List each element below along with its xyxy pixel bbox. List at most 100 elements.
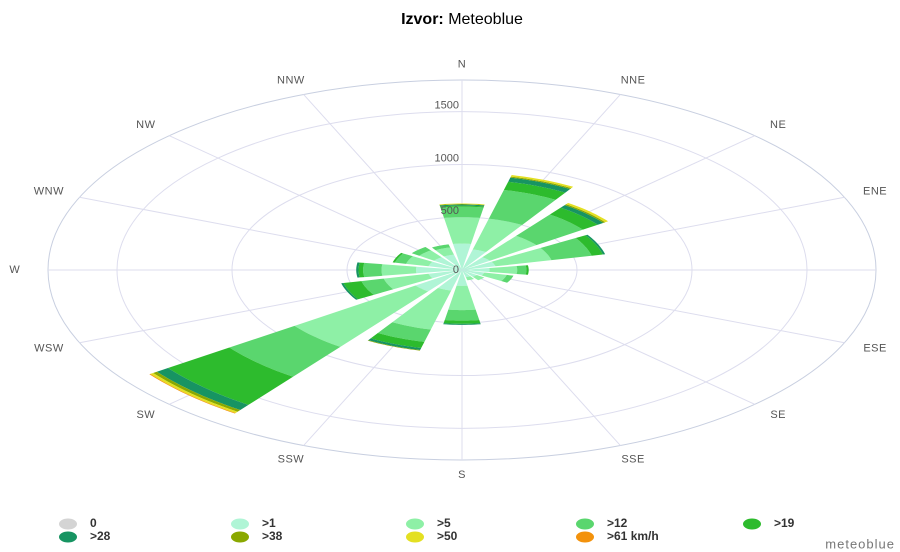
- wind-sector: [564, 204, 606, 223]
- legend-label: >12: [607, 516, 628, 530]
- wind-sector: [488, 189, 556, 225]
- wind-sector: [150, 372, 238, 414]
- title-text: Meteoblue: [448, 11, 523, 28]
- wind-sector: [472, 218, 523, 252]
- direction-label: SSE: [621, 453, 645, 465]
- direction-label: SSW: [278, 453, 305, 465]
- wind-sector: [443, 323, 481, 325]
- radial-tick-label: 0: [453, 264, 459, 276]
- wind-sector: [465, 276, 475, 281]
- wind-sector: [508, 177, 571, 193]
- wind-sector: [361, 278, 394, 295]
- legend-swatch: [406, 518, 424, 530]
- wind-sector: [491, 247, 552, 267]
- legend-swatch: [231, 531, 249, 543]
- legend-swatch: [59, 518, 77, 530]
- spoke: [461, 269, 845, 344]
- direction-label: N: [458, 59, 466, 71]
- legend-swatch: [406, 531, 424, 543]
- wind-sector: [419, 250, 442, 261]
- wind-sector: [472, 274, 485, 281]
- spoke: [461, 269, 755, 405]
- legend-label: >38: [262, 529, 283, 543]
- wind-sector: [428, 270, 462, 279]
- wind-sector: [434, 257, 462, 270]
- wind-sector: [383, 273, 433, 290]
- wind-sector: [411, 246, 431, 256]
- wind-sector: [462, 257, 490, 270]
- direction-label: ESE: [863, 342, 887, 354]
- wind-sector: [153, 371, 241, 412]
- wind-sector: [168, 347, 294, 405]
- wind-sector: [439, 204, 485, 206]
- wind-sector: [358, 262, 365, 278]
- wind-sector: [443, 320, 481, 324]
- wind-sector: [489, 266, 518, 274]
- legend-swatch: [59, 531, 77, 543]
- wind-sector: [566, 202, 609, 223]
- wind-sector: [462, 268, 490, 272]
- wind-sector: [415, 270, 462, 292]
- radial-tick-label: 1000: [435, 152, 459, 164]
- chart-title: Izvor: Meteoblue: [401, 11, 523, 28]
- legend-swatch: [576, 518, 594, 530]
- wind-sector: [444, 217, 480, 244]
- wind-sector: [440, 205, 484, 208]
- direction-label: NW: [136, 119, 155, 131]
- wind-sector: [443, 254, 462, 270]
- wind-sector: [406, 256, 433, 267]
- direction-label: ENE: [863, 185, 887, 197]
- wind-sector: [439, 203, 485, 205]
- wind-sector: [437, 270, 462, 291]
- watermark: meteoblue: [825, 536, 895, 551]
- direction-label: WNW: [34, 185, 64, 197]
- wind-sector: [356, 262, 360, 278]
- wind-sector: [453, 243, 471, 270]
- wind-sector: [462, 270, 485, 276]
- wind-sector: [525, 265, 529, 275]
- wind-sector: [501, 274, 514, 283]
- legend-label: >1: [262, 516, 276, 530]
- wind-sector: [392, 288, 452, 330]
- wind-sector: [377, 322, 431, 342]
- wind-sector: [503, 181, 566, 200]
- wind-sector: [435, 247, 454, 257]
- direction-label: SW: [136, 409, 155, 421]
- direction-label: SE: [770, 409, 786, 421]
- wind-sector: [368, 338, 422, 351]
- direction-label: S: [458, 469, 466, 481]
- wind-sector: [367, 340, 421, 351]
- wind-sector: [462, 270, 471, 278]
- wind-sector: [456, 270, 468, 286]
- legend-label: 0: [90, 516, 97, 530]
- wind-sector: [156, 368, 249, 411]
- wind-sector: [560, 205, 604, 225]
- radial-tick-label: 1500: [435, 100, 459, 112]
- wind-sector: [381, 264, 417, 276]
- legend-label: >50: [437, 529, 458, 543]
- wind-sector: [370, 333, 425, 349]
- direction-label: NE: [770, 119, 786, 131]
- direction-label: W: [9, 264, 20, 276]
- wind-sector: [540, 238, 592, 261]
- wind-sector: [482, 235, 537, 261]
- direction-label: WSW: [34, 342, 64, 354]
- legend-label: >28: [90, 529, 111, 543]
- wind-sector: [448, 285, 476, 311]
- wind-sector: [439, 204, 485, 207]
- wind-sector: [516, 214, 583, 246]
- legend-label: >61 km/h: [607, 529, 659, 543]
- direction-label: NNW: [277, 74, 305, 86]
- legend-swatch: [743, 518, 761, 530]
- wind-sector: [481, 272, 507, 282]
- direction-label: NNE: [621, 74, 646, 86]
- wind-sector: [510, 175, 574, 189]
- spoke: [461, 269, 621, 446]
- wind-sector: [392, 252, 404, 263]
- spoke: [303, 94, 463, 271]
- wind-sector: [394, 253, 413, 264]
- wind-sector: [444, 309, 480, 321]
- wind-sector: [416, 266, 462, 274]
- radial-tick-label: 500: [441, 205, 459, 217]
